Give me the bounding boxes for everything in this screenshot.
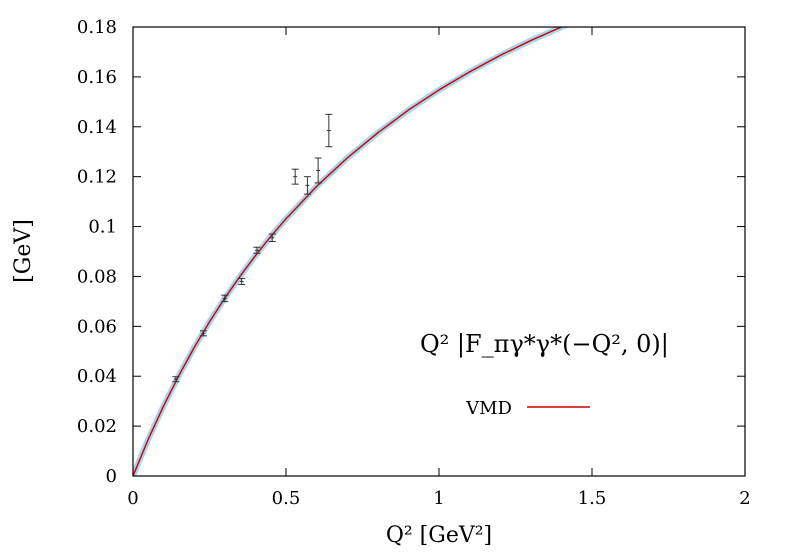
x-tick-label-1: 0.5 — [272, 488, 301, 509]
y-axis-label: [GeV] — [11, 219, 36, 283]
x-tick-label-0: 0 — [127, 488, 138, 509]
formula-annotation: Q² |F_πγ*γ*(−Q², 0)| — [420, 330, 669, 359]
y-tick-label-6: 0.12 — [77, 167, 117, 188]
data-point-9 — [325, 113, 333, 148]
data-point-1 — [199, 330, 207, 337]
data-point-7 — [303, 176, 311, 195]
data-point-0 — [172, 376, 180, 383]
x-tick-label-3: 1.5 — [578, 488, 607, 509]
data-point-2 — [221, 294, 229, 303]
y-tick-label-2: 0.04 — [77, 366, 117, 387]
x-tick-label-4: 2 — [739, 488, 750, 509]
data-point-4 — [253, 246, 261, 254]
y-tick-label-8: 0.16 — [77, 67, 117, 88]
y-tick-label-0: 0 — [106, 466, 117, 487]
legend-label-vmd: VMD — [465, 398, 512, 419]
y-tick-label-3: 0.06 — [77, 316, 117, 337]
legend: VMD — [465, 398, 590, 419]
data-point-6 — [291, 168, 299, 185]
x-axis-label: Q² [GeV²] — [386, 523, 492, 548]
y-tick-label-7: 0.14 — [77, 117, 117, 138]
data-point-3 — [238, 277, 246, 285]
data-point-5 — [268, 233, 276, 243]
y-tick-label-5: 0.1 — [88, 217, 117, 238]
plot-frame — [132, 26, 746, 477]
data-point-8 — [314, 157, 322, 184]
vmd-band — [133, 27, 570, 476]
y-tick-label-4: 0.08 — [77, 266, 117, 287]
y-tick-label-9: 0.18 — [77, 17, 117, 38]
y-tick-label-1: 0.02 — [77, 416, 117, 437]
x-tick-label-2: 1 — [433, 488, 444, 509]
vmd-curve — [133, 27, 564, 476]
